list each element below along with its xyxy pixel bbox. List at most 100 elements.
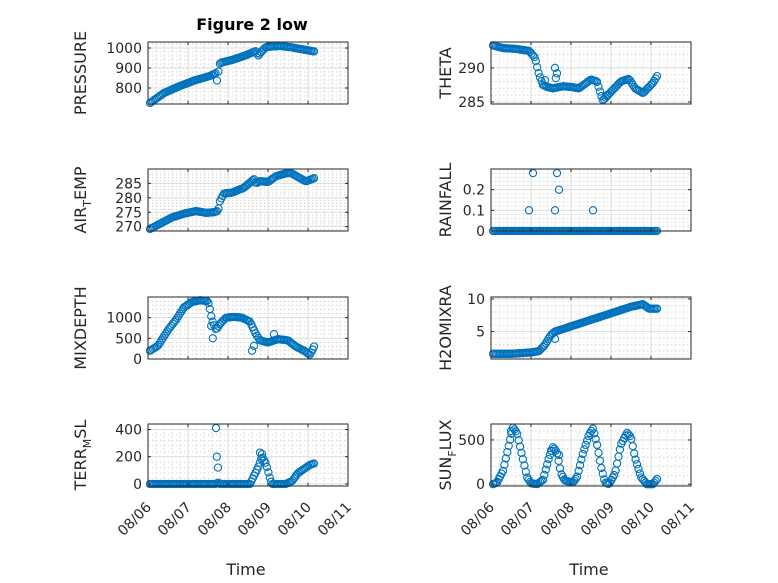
data-point xyxy=(538,475,548,485)
y-tick-label: 0 xyxy=(476,477,485,493)
data-point xyxy=(208,334,217,343)
y-axis-label: RAINFALL xyxy=(436,163,455,238)
data-point xyxy=(554,456,563,465)
data-point xyxy=(630,449,639,458)
x-tick-label: 08/08 xyxy=(195,500,235,540)
y-axis-label: TERRMSL xyxy=(71,420,94,492)
data-point xyxy=(520,461,529,470)
y-tick-label: 5 xyxy=(476,325,485,341)
data-point xyxy=(500,460,509,469)
y-tick-label: 0.2 xyxy=(463,183,485,199)
data-point xyxy=(652,474,662,484)
data-point xyxy=(174,311,183,320)
data-point xyxy=(591,434,600,444)
data-point xyxy=(541,339,550,348)
data-point xyxy=(594,448,603,457)
data-point xyxy=(154,340,163,350)
y-tick-label: 0 xyxy=(133,352,142,368)
axes-frame xyxy=(147,168,349,232)
data-point xyxy=(577,455,586,464)
data-point xyxy=(580,445,589,454)
data-point xyxy=(550,334,560,343)
data-point xyxy=(615,445,625,454)
y-tick-label: 900 xyxy=(115,61,142,77)
y-tick-label: 500 xyxy=(458,433,485,449)
data-point xyxy=(537,76,546,86)
y-tick-label: 1000 xyxy=(106,311,142,327)
x-tick-label: 08/06 xyxy=(458,499,498,539)
data-point xyxy=(602,90,612,100)
data-point xyxy=(249,341,259,350)
y-axis-label: AIRTEMP xyxy=(71,166,94,233)
data-point xyxy=(204,298,213,308)
data-point xyxy=(592,440,602,450)
data-point xyxy=(255,448,265,457)
x-tick-label: 08/07 xyxy=(155,500,195,540)
data-point xyxy=(534,347,543,356)
data-point xyxy=(649,76,659,86)
axes-frame xyxy=(147,423,349,487)
data-point xyxy=(309,342,319,351)
data-point xyxy=(212,76,222,85)
data-point xyxy=(214,67,223,76)
data-point xyxy=(588,424,597,433)
x-tick-label: 08/11 xyxy=(315,500,355,540)
data-point xyxy=(540,76,550,85)
axes-background xyxy=(147,423,349,487)
data-point xyxy=(644,83,653,92)
panel-sun_flux: 0 500 08/06 08/07 08/08 08/09 08/10 08/11 SUNFLU… xyxy=(436,419,698,579)
y-tick-label: 285 xyxy=(458,95,485,111)
data-point xyxy=(217,318,226,327)
figure-title: Figure 2 low xyxy=(196,15,308,34)
data-point xyxy=(213,463,223,472)
data-point xyxy=(533,62,542,72)
data-point xyxy=(578,449,587,459)
data-point xyxy=(611,82,620,92)
data-point xyxy=(309,47,319,56)
data-point xyxy=(608,85,617,95)
data-point xyxy=(521,467,530,476)
data-point xyxy=(552,69,562,78)
data-point xyxy=(550,63,560,73)
data-point xyxy=(640,87,649,97)
data-point xyxy=(592,77,602,87)
y-axis-label: SUNFLUX xyxy=(436,419,459,490)
axes-frame xyxy=(490,168,692,232)
data-point xyxy=(252,331,262,340)
data-point xyxy=(158,334,167,343)
data-point xyxy=(590,429,599,438)
data-point xyxy=(645,81,655,91)
data-point xyxy=(554,450,564,460)
data-point xyxy=(157,336,166,345)
data-point xyxy=(543,460,552,469)
data-point xyxy=(581,440,590,450)
y-tick-label: 500 xyxy=(115,331,142,347)
axes-frame xyxy=(147,41,349,105)
y-tick-label: 290 xyxy=(458,61,485,77)
x-tick-label: 08/09 xyxy=(235,500,275,540)
data-point xyxy=(503,447,512,457)
data-point xyxy=(160,331,169,341)
data-point xyxy=(530,52,539,62)
axes-frame xyxy=(490,296,692,360)
x-tick-label: 08/09 xyxy=(578,500,618,540)
data-point xyxy=(264,468,273,477)
data-point xyxy=(207,312,216,321)
data-point xyxy=(505,435,515,444)
y-tick-label: 275 xyxy=(115,205,142,221)
data-point xyxy=(597,463,606,473)
axes-frame xyxy=(490,423,692,487)
data-point xyxy=(212,452,221,461)
data-point xyxy=(610,84,619,93)
data-point xyxy=(261,458,270,467)
data-point xyxy=(506,426,516,436)
data-point xyxy=(595,87,605,96)
data-point xyxy=(631,455,640,464)
data-point xyxy=(575,461,585,470)
data-point xyxy=(540,470,549,480)
data-point xyxy=(262,462,272,472)
data-point xyxy=(515,442,525,451)
data-point xyxy=(207,321,216,331)
